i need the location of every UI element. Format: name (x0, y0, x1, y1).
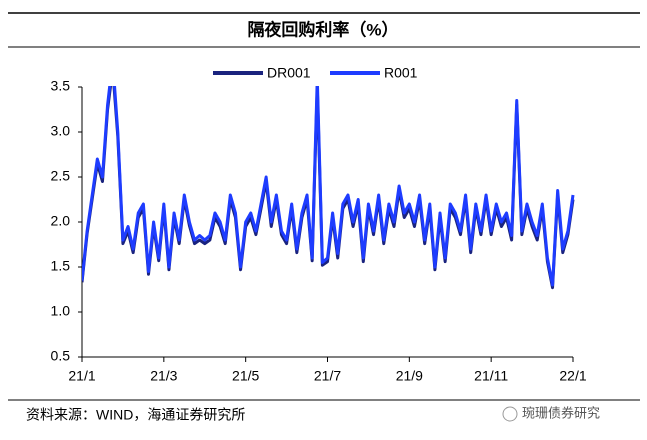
x-tick-label: 21/9 (396, 368, 423, 384)
y-tick-label: 2.0 (51, 213, 71, 229)
y-tick-label: 0.5 (51, 348, 71, 364)
x-tick-label: 21/11 (474, 368, 508, 384)
y-tick-label: 2.5 (51, 168, 71, 184)
x-tick-label: 22/1 (559, 368, 586, 384)
y-tick-label: 3.5 (51, 78, 71, 94)
series-line (82, 86, 575, 287)
source: 资料来源：WIND，海通证券研究所 (26, 407, 245, 423)
legend-label: DR001 (267, 65, 311, 81)
watermark: 琬珊债券研究 (522, 405, 600, 420)
y-tick-label: 1.5 (51, 258, 71, 274)
y-tick-label: 3.0 (51, 123, 71, 139)
plot-area (82, 86, 575, 290)
chart-title: 隔夜回购利率（%） (247, 19, 398, 39)
x-tick-label: 21/5 (232, 368, 259, 384)
x-tick-label: 21/7 (314, 368, 341, 384)
y-tick-label: 1.0 (51, 303, 71, 319)
watermark-icon (502, 406, 518, 422)
x-tick-label: 21/3 (150, 368, 177, 384)
x-tick-label: 21/1 (68, 368, 95, 384)
legend-label: R001 (384, 65, 418, 81)
